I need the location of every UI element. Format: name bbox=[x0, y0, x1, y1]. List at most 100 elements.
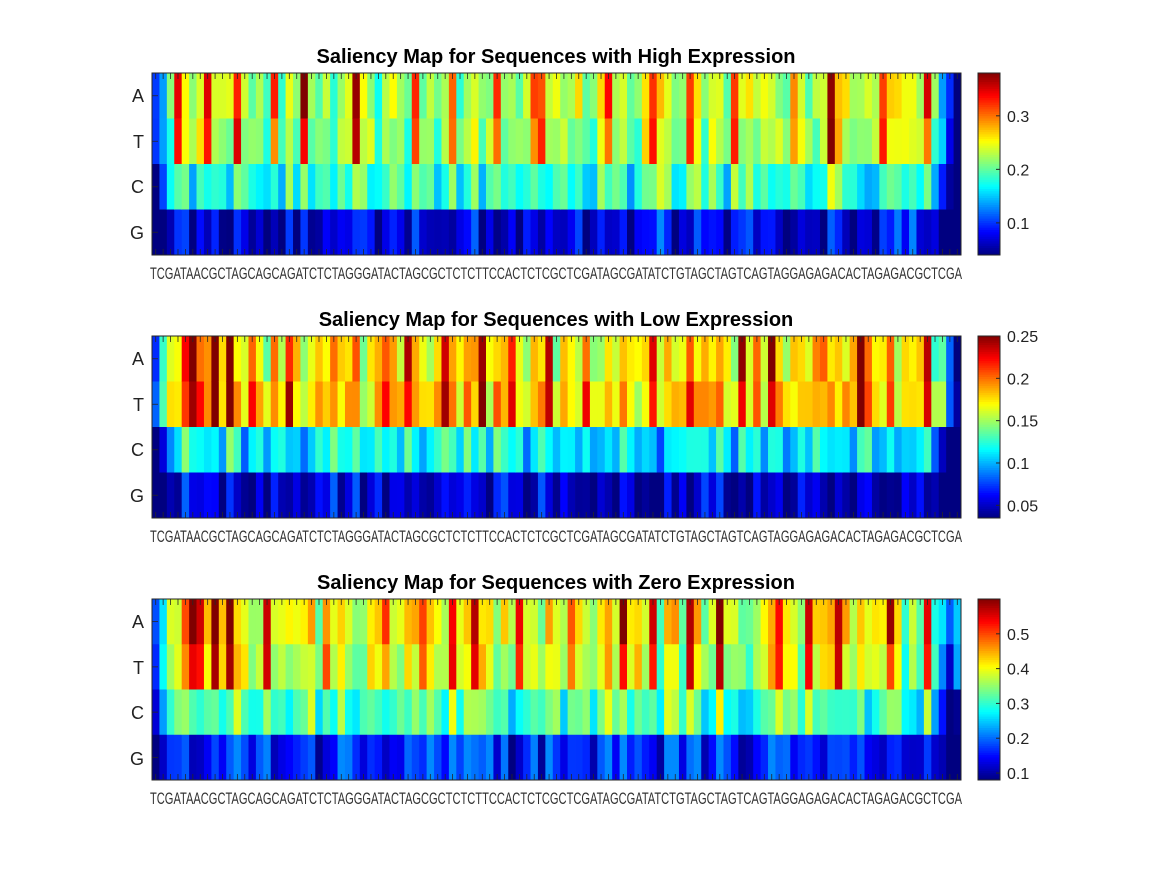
heatmap-cell-g-69 bbox=[656, 472, 665, 519]
heatmap-cell-g-82 bbox=[753, 472, 761, 519]
heatmap-cell-g-78 bbox=[723, 472, 732, 519]
heatmap-cell-c-34 bbox=[396, 164, 405, 210]
heatmap-cell-c-80 bbox=[738, 689, 747, 736]
heatmap-cell-a-28 bbox=[352, 599, 361, 645]
heatmap-cell-c-63 bbox=[612, 164, 620, 210]
heatmap-cell-t-94 bbox=[842, 381, 851, 428]
heatmap-cell-t-100 bbox=[886, 118, 895, 165]
colorbar-swatch bbox=[978, 200, 1000, 204]
heatmap-cell-g-16 bbox=[263, 209, 272, 256]
heatmap-cell-t-41 bbox=[448, 381, 457, 428]
heatmap-cell-a-63 bbox=[612, 73, 620, 119]
heatmap-cell-t-95 bbox=[849, 381, 858, 428]
heatmap-cell-t-31 bbox=[374, 381, 383, 428]
colorbar-swatch bbox=[978, 91, 1000, 94]
heatmap-cell-a-9 bbox=[211, 336, 220, 382]
heatmap-cell-c-70 bbox=[664, 164, 672, 210]
heatmap-cell-g-109 bbox=[953, 472, 962, 519]
heatmap-cell-t-40 bbox=[441, 381, 450, 428]
colorbar-swatch bbox=[978, 129, 1000, 133]
heatmap-cell-g-73 bbox=[686, 734, 695, 781]
heatmap-cell-t-31 bbox=[374, 644, 383, 690]
heatmap-cell-c-33 bbox=[389, 164, 398, 210]
colorbar-swatch bbox=[978, 422, 1000, 426]
heatmap-cell-a-64 bbox=[619, 599, 628, 645]
heatmap-cell-c-17 bbox=[270, 164, 279, 210]
heatmap-cell-t-93 bbox=[834, 644, 843, 690]
heatmap-cell-t-73 bbox=[686, 118, 695, 165]
heatmap-cell-g-67 bbox=[641, 734, 650, 781]
heatmap-cell-g-61 bbox=[597, 472, 606, 519]
heatmap-cell-c-77 bbox=[716, 164, 724, 210]
heatmap-cell-g-19 bbox=[285, 209, 294, 256]
heatmap-cell-a-42 bbox=[456, 599, 465, 645]
heatmap-cell-t-67 bbox=[641, 644, 650, 690]
heatmap-cell-g-31 bbox=[374, 734, 383, 781]
heatmap-cell-c-51 bbox=[523, 427, 531, 473]
heatmap-cell-g-89 bbox=[805, 734, 813, 781]
heatmap-cell-t-13 bbox=[241, 644, 249, 690]
heatmap-cell-a-74 bbox=[693, 73, 702, 119]
heatmap-cell-c-28 bbox=[352, 427, 361, 473]
heatmap-cell-g-79 bbox=[730, 734, 739, 781]
colorbar-swatch bbox=[978, 463, 1000, 467]
colorbar-swatch bbox=[978, 386, 1000, 389]
colorbar-swatch bbox=[978, 102, 1000, 106]
heatmap-cell-c-107 bbox=[938, 427, 947, 473]
heatmap-cell-a-94 bbox=[842, 599, 851, 645]
heatmap-cell-a-18 bbox=[278, 599, 286, 645]
heatmap-cell-c-65 bbox=[627, 689, 635, 736]
heatmap-cell-c-105 bbox=[923, 427, 932, 473]
heatmap-cell-t-69 bbox=[656, 644, 665, 690]
heatmap-cell-g-23 bbox=[315, 472, 324, 519]
heatmap-cell-c-99 bbox=[879, 427, 888, 473]
heatmap-cell-a-66 bbox=[634, 336, 643, 382]
heatmap-cell-a-98 bbox=[871, 336, 880, 382]
heatmap-cell-a-11 bbox=[226, 599, 235, 645]
heatmap-cell-c-28 bbox=[352, 164, 361, 210]
heatmap-cell-a-90 bbox=[812, 73, 821, 119]
heatmap-cell-c-81 bbox=[745, 427, 754, 473]
heatmap-cell-c-102 bbox=[901, 689, 910, 736]
heatmap-cell-t-27 bbox=[344, 381, 353, 428]
heatmap-cell-g-55 bbox=[552, 209, 561, 256]
heatmap-cell-t-82 bbox=[753, 381, 761, 428]
colorbar-swatch bbox=[978, 488, 1000, 492]
heatmap-cell-g-25 bbox=[330, 472, 338, 519]
colorbar-swatch bbox=[978, 365, 1000, 369]
heatmap-cell-g-95 bbox=[849, 734, 858, 781]
heatmap-cell-g-11 bbox=[226, 209, 235, 256]
heatmap-cell-t-12 bbox=[233, 118, 242, 165]
colorbar-swatch bbox=[978, 195, 1000, 199]
heatmap-cell-a-99 bbox=[879, 73, 888, 119]
heatmap-cell-a-80 bbox=[738, 73, 747, 119]
heatmap-cell-t-100 bbox=[886, 381, 895, 428]
heatmap-cell-a-22 bbox=[307, 599, 316, 645]
colorbar-swatch bbox=[978, 123, 1000, 126]
heatmap-cell-c-6 bbox=[189, 164, 197, 210]
heatmap-cell-a-88 bbox=[797, 336, 806, 382]
heatmap-cell-t-7 bbox=[196, 118, 205, 165]
row-labels-high: A T C G bbox=[130, 86, 144, 243]
heatmap-cell-a-29 bbox=[359, 73, 368, 119]
colorbar-swatch bbox=[978, 737, 1000, 740]
heatmap-cell-a-3 bbox=[166, 336, 175, 382]
heatmap-cell-a-27 bbox=[344, 336, 353, 382]
heatmap-cell-a-93 bbox=[834, 73, 843, 119]
heatmap-cell-a-85 bbox=[775, 73, 784, 119]
heatmap-cell-c-58 bbox=[575, 689, 583, 736]
heatmap-cell-t-20 bbox=[293, 381, 301, 428]
heatmap-cell-t-79 bbox=[730, 118, 739, 165]
heatmap-cell-a-25 bbox=[330, 336, 338, 382]
heatmap-cell-a-34 bbox=[396, 336, 405, 382]
heatmap-cell-c-33 bbox=[389, 427, 398, 473]
heatmap-cell-t-45 bbox=[478, 381, 487, 428]
colorbar-swatch bbox=[978, 164, 1000, 167]
row-label-a: A bbox=[132, 349, 144, 369]
heatmap-cell-t-5 bbox=[181, 644, 190, 690]
heatmap-cell-a-43 bbox=[463, 599, 472, 645]
heatmap-cell-c-73 bbox=[686, 689, 695, 736]
heatmap-cell-t-83 bbox=[760, 118, 769, 165]
heatmap-panel-low: Saliency Map for Sequences with Low Expr… bbox=[130, 309, 1038, 546]
heatmap-cell-a-19 bbox=[285, 599, 294, 645]
